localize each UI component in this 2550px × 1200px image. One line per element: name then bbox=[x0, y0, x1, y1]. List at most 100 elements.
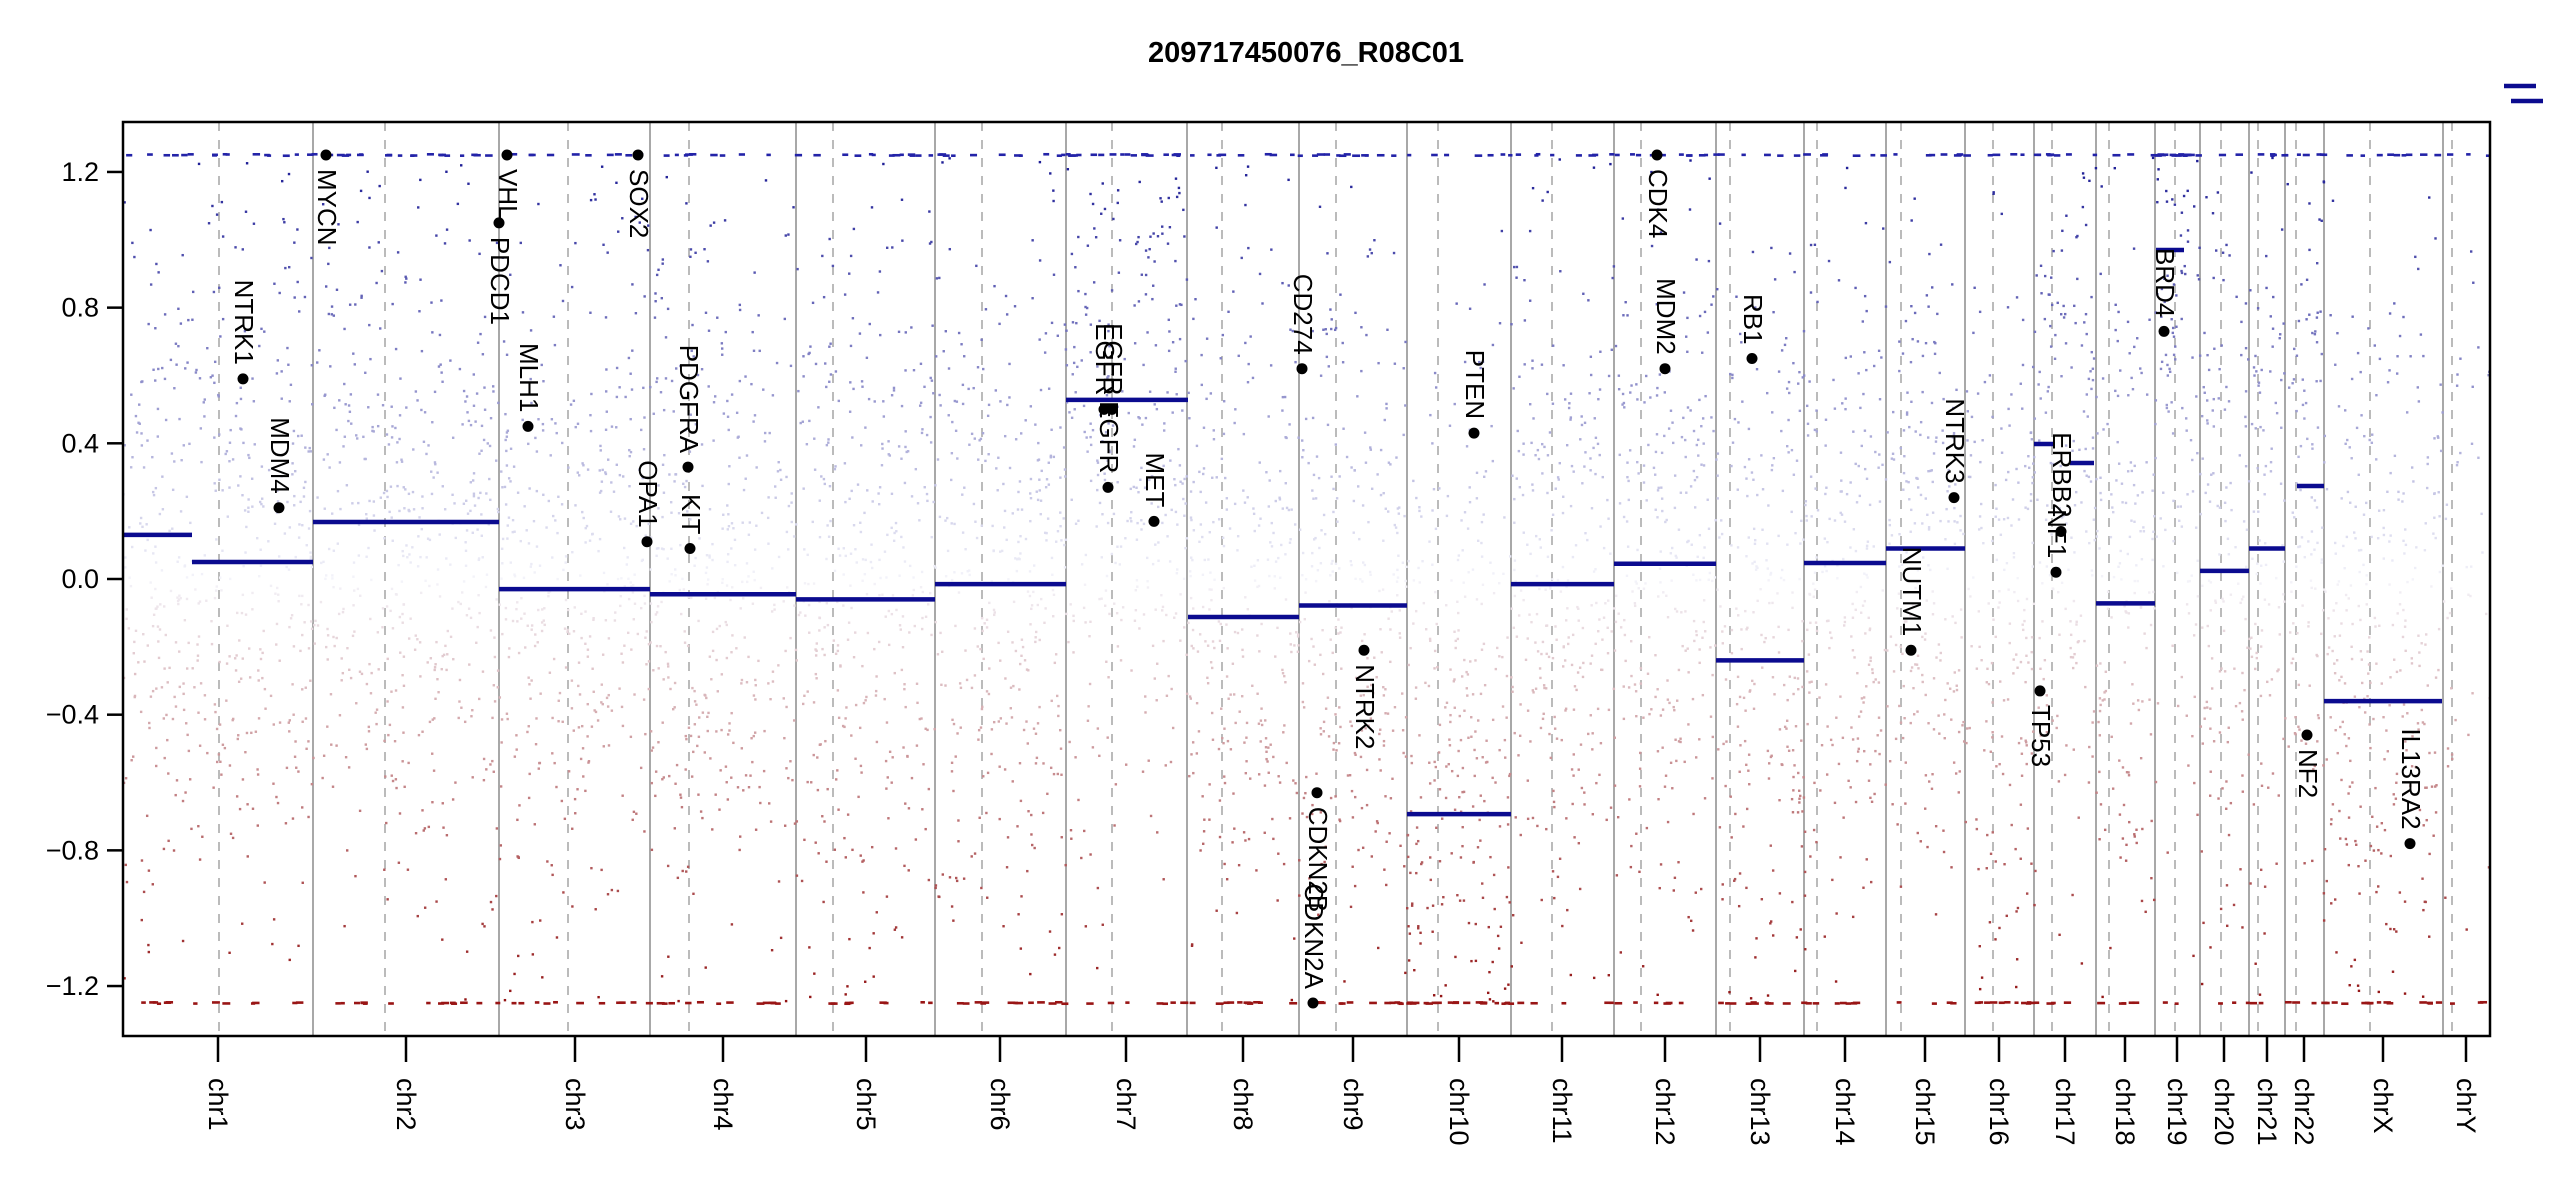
capped-point bbox=[1182, 1001, 1189, 1005]
capped-point bbox=[1561, 1001, 1567, 1005]
capped-point bbox=[1120, 153, 1125, 156]
capped-point bbox=[156, 1002, 162, 1006]
x-tick-label-chr14: chr14 bbox=[1830, 1078, 1860, 1146]
capped-point bbox=[2004, 1001, 2011, 1004]
gene-dot-PDCD1 bbox=[493, 217, 505, 229]
capped-point bbox=[656, 1001, 665, 1005]
gene-dot-PTEN bbox=[1468, 427, 1480, 439]
capped-point bbox=[553, 1000, 558, 1004]
x-tick-label-chr6: chr6 bbox=[985, 1078, 1015, 1131]
capped-point bbox=[388, 1002, 394, 1005]
capped-point bbox=[674, 153, 679, 157]
capped-point bbox=[1801, 1001, 1808, 1005]
capped-point bbox=[2174, 154, 2181, 157]
capped-point bbox=[397, 154, 403, 157]
capped-point bbox=[1264, 152, 1272, 156]
capped-point bbox=[1098, 153, 1105, 157]
capped-point bbox=[1782, 1002, 1791, 1005]
capped-point bbox=[1845, 1002, 1852, 1005]
x-tick-label-chr11: chr11 bbox=[1547, 1078, 1577, 1144]
capped-point bbox=[2285, 1000, 2292, 1004]
capped-point bbox=[625, 153, 633, 157]
capped-point bbox=[1318, 1001, 1326, 1005]
capped-point bbox=[1189, 1001, 1196, 1005]
capped-point bbox=[2163, 153, 2169, 157]
capped-point bbox=[951, 154, 956, 158]
capped-point bbox=[813, 153, 821, 157]
chromosome-gridlines bbox=[218, 122, 2453, 1036]
capped-point bbox=[2232, 1001, 2237, 1004]
capped-point bbox=[920, 1001, 925, 1004]
capped-point bbox=[460, 1001, 468, 1005]
capped-point bbox=[2183, 153, 2190, 157]
capped-point bbox=[1896, 1001, 1902, 1004]
capped-point bbox=[696, 1000, 704, 1004]
capped-point bbox=[439, 153, 444, 157]
capped-point bbox=[2162, 1001, 2168, 1004]
capped-point bbox=[2485, 154, 2491, 158]
capped-point bbox=[2218, 153, 2227, 157]
capped-point bbox=[1870, 153, 1876, 157]
capped-point bbox=[1061, 153, 1066, 157]
gene-label-CDKN2B: CDKN2B bbox=[1303, 807, 1333, 912]
capped-point bbox=[2150, 153, 2158, 157]
x-tick-label-chr21: chr21 bbox=[2252, 1078, 2282, 1146]
capped-point bbox=[2479, 1000, 2488, 1004]
capped-point bbox=[2446, 153, 2454, 156]
capped-point bbox=[1850, 1002, 1858, 1005]
capped-point bbox=[1633, 1001, 1638, 1004]
capped-point bbox=[2053, 154, 2061, 157]
x-tick-label-chr1: chr1 bbox=[203, 1078, 233, 1131]
scatter-points bbox=[122, 152, 2492, 1006]
capped-point bbox=[849, 1001, 854, 1005]
gene-dot-CDKN2A bbox=[1307, 997, 1319, 1009]
capped-point bbox=[1028, 1001, 1034, 1005]
capped-point bbox=[2174, 1002, 2179, 1005]
capped-point bbox=[1411, 1001, 1420, 1005]
capped-point bbox=[295, 1001, 304, 1004]
capped-point bbox=[438, 1002, 445, 1005]
capped-point bbox=[1338, 1002, 1344, 1005]
capped-point bbox=[2419, 1001, 2427, 1004]
capped-point bbox=[1323, 153, 1331, 156]
capped-point bbox=[1609, 1001, 1614, 1005]
capped-point bbox=[1312, 154, 1319, 157]
y-tick-label--0.4: −0.4 bbox=[46, 700, 99, 730]
capped-point bbox=[1125, 1001, 1130, 1004]
capped-point bbox=[2376, 1001, 2382, 1004]
capped-point bbox=[1474, 154, 1483, 157]
x-tick-label-chr3: chr3 bbox=[560, 1078, 590, 1131]
capped-point bbox=[172, 153, 179, 157]
capped-point bbox=[2128, 1001, 2135, 1005]
capped-point bbox=[981, 1001, 990, 1004]
capped-point bbox=[2092, 153, 2098, 157]
x-tick-label-chr12: chr12 bbox=[1650, 1078, 1680, 1146]
capped-point bbox=[2450, 1002, 2455, 1005]
capped-point bbox=[2316, 153, 2322, 156]
y-tick-label--0.8: −0.8 bbox=[46, 835, 99, 865]
capped-point bbox=[661, 1002, 668, 1005]
gene-label-EGFR: EGFR bbox=[1090, 323, 1120, 395]
capped-point bbox=[1931, 1002, 1937, 1005]
capped-point bbox=[1630, 153, 1635, 156]
capped-point bbox=[1550, 153, 1555, 157]
gene-dot-TP53 bbox=[2034, 685, 2046, 697]
capped-point bbox=[2346, 154, 2353, 157]
capped-point bbox=[1928, 153, 1936, 157]
gene-dot-CD274 bbox=[1296, 363, 1308, 375]
capped-point bbox=[225, 153, 230, 156]
capped-point bbox=[212, 153, 218, 157]
capped-point bbox=[1336, 154, 1341, 157]
capped-point bbox=[1227, 1001, 1235, 1004]
capped-point bbox=[892, 153, 901, 157]
capped-point bbox=[2010, 153, 2018, 156]
capped-point bbox=[1171, 153, 1179, 157]
capped-point bbox=[571, 153, 580, 156]
plot-title: 209717450076_R08C01 bbox=[1148, 37, 1464, 69]
capped-point bbox=[1950, 1001, 1957, 1005]
capped-point bbox=[907, 153, 916, 156]
gene-dot-MYCN bbox=[320, 149, 332, 161]
capped-point bbox=[616, 1001, 624, 1005]
capped-point bbox=[335, 1002, 341, 1005]
y-tick-label--1.2: −1.2 bbox=[46, 971, 99, 1001]
